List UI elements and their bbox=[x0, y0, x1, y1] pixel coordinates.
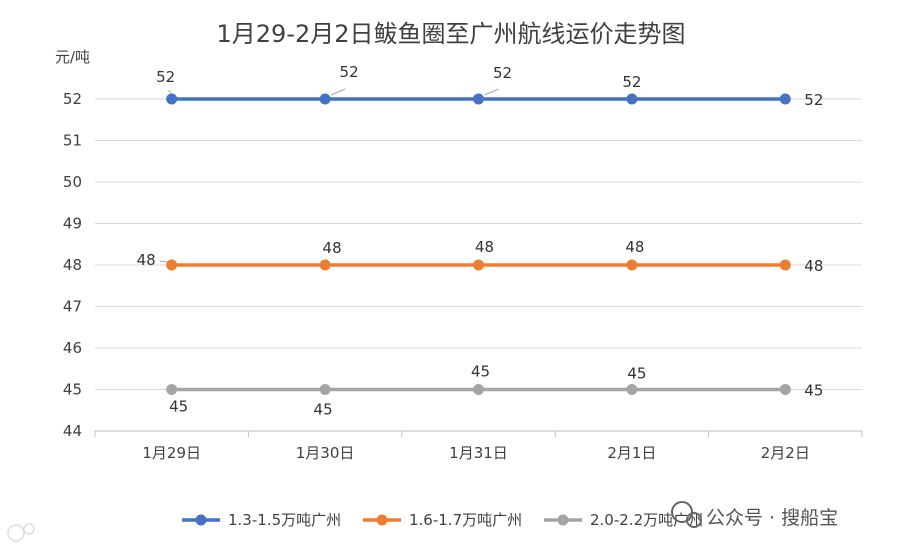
watermark-left-text: 大数跨境 bbox=[40, 527, 104, 546]
data-label: 48 bbox=[323, 239, 342, 257]
data-point bbox=[626, 259, 638, 271]
data-label: 45 bbox=[804, 382, 823, 400]
brand-logo-icon bbox=[7, 523, 35, 542]
data-label: 52 bbox=[340, 63, 359, 81]
data-point bbox=[473, 259, 484, 271]
label-leader-line bbox=[484, 88, 499, 96]
data-point bbox=[626, 93, 638, 105]
legend-swatch-marker bbox=[557, 514, 569, 526]
y-tick-label: 45 bbox=[63, 381, 82, 399]
legend: 1.3-1.5万吨广州 1.6-1.7万吨广州 2.0-2.2万吨广州 bbox=[182, 511, 703, 529]
data-point bbox=[779, 93, 791, 105]
label-leader-line bbox=[168, 89, 173, 95]
data-point bbox=[166, 93, 178, 105]
watermark-text: 公众号 · 搜船宝 bbox=[706, 507, 838, 529]
legend-label: 1.6-1.7万吨广州 bbox=[409, 511, 522, 529]
data-point bbox=[319, 93, 331, 105]
y-tick-label: 44 bbox=[63, 422, 82, 440]
y-axis-unit-label: 元/吨 bbox=[55, 48, 90, 66]
watermark-right: 公众号 · 搜船宝 bbox=[671, 501, 838, 529]
data-point bbox=[779, 384, 791, 395]
data-point bbox=[166, 259, 178, 271]
watermark-left: 大数跨境 bbox=[7, 523, 104, 546]
y-tick-label: 49 bbox=[63, 215, 82, 233]
data-label: 48 bbox=[475, 238, 494, 256]
data-point bbox=[166, 384, 178, 395]
chart-title: 1月29-2月2日鲅鱼圈至广州航线运价走势图 bbox=[216, 20, 685, 48]
data-point bbox=[319, 384, 331, 395]
data-point bbox=[473, 93, 484, 105]
data-label: 45 bbox=[471, 363, 490, 381]
legend-swatch-marker bbox=[195, 514, 207, 526]
label-leader-line bbox=[330, 88, 346, 96]
x-tick-label: 1月30日 bbox=[296, 444, 355, 462]
y-tick-label: 50 bbox=[63, 173, 82, 191]
legend-label: 1.3-1.5万吨广州 bbox=[228, 511, 341, 529]
data-point bbox=[626, 384, 638, 395]
x-tick-label: 1月31日 bbox=[449, 444, 508, 462]
data-label: 48 bbox=[137, 251, 156, 269]
data-label: 45 bbox=[627, 365, 646, 383]
y-tick-label: 46 bbox=[63, 339, 82, 357]
data-label: 48 bbox=[804, 257, 823, 275]
wechat-icon bbox=[671, 501, 702, 528]
series-layer: 52 52 52 52 52 48 48 48 48 48 45 45 45 45 45 bbox=[137, 63, 824, 419]
y-axis-tick-labels: 44 45 46 47 48 49 50 51 52 bbox=[63, 90, 82, 440]
data-label: 52 bbox=[804, 91, 823, 109]
data-label: 48 bbox=[625, 238, 644, 256]
x-tick-label: 2月1日 bbox=[607, 444, 656, 462]
x-axis: 1月29日 1月30日 1月31日 2月1日 2月2日 bbox=[94, 430, 863, 462]
data-point bbox=[319, 259, 331, 271]
data-label: 45 bbox=[314, 401, 333, 419]
y-tick-label: 52 bbox=[63, 90, 82, 108]
label-leader-line bbox=[159, 260, 167, 263]
data-label: 52 bbox=[622, 73, 641, 91]
legend-label: 2.0-2.2万吨广州 bbox=[590, 511, 703, 529]
y-tick-label: 51 bbox=[63, 132, 82, 150]
data-point bbox=[473, 384, 484, 395]
y-tick-label: 47 bbox=[63, 298, 82, 316]
legend-swatch-marker bbox=[376, 514, 388, 526]
x-tick-label: 1月29日 bbox=[142, 444, 201, 462]
x-tick-label: 2月2日 bbox=[761, 444, 810, 462]
y-tick-label: 48 bbox=[63, 256, 82, 274]
data-label: 52 bbox=[493, 64, 512, 82]
data-label: 45 bbox=[169, 398, 188, 416]
data-point bbox=[779, 259, 791, 271]
data-label: 52 bbox=[156, 68, 175, 86]
